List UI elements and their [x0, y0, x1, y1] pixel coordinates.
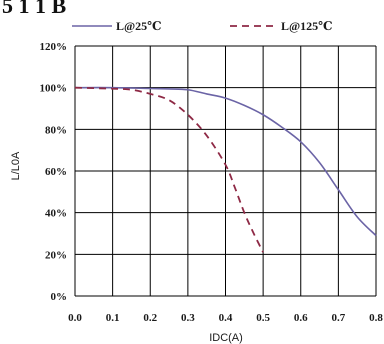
y-tick-label: 120%	[40, 41, 68, 53]
series-line-1	[74, 86, 377, 237]
x-tick-label: 0.0	[68, 312, 82, 324]
y-tick-label: 60%	[45, 166, 67, 178]
tick-labels: 0.0 0.1 0.2 0.3 0.4 0.5 0.6 0.7 0.8 0% 20% 40% 60% 80…	[40, 41, 384, 324]
x-tick-label: 0.7	[332, 312, 346, 324]
y-tick-label: 0%	[51, 291, 68, 303]
x-tick-label: 0.2	[143, 312, 157, 324]
series-line-2	[74, 86, 264, 253]
x-tick-label: 0.4	[219, 312, 233, 324]
x-tick-label: 0.6	[294, 312, 308, 324]
legend-label-series-1: L@25℃	[116, 19, 162, 33]
x-axis-label: IDC(A)	[209, 332, 243, 344]
y-tick-label: 100%	[40, 83, 68, 95]
y-axis-label: L/L0A	[10, 151, 22, 180]
y-tick-label: 20%	[45, 249, 67, 261]
y-tick-label: 40%	[45, 208, 67, 220]
x-tick-label: 0.8	[369, 312, 383, 324]
grid	[74, 45, 377, 297]
series-layer	[74, 86, 377, 253]
x-tick-label: 0.5	[256, 312, 270, 324]
legend-label-series-2: L@125℃	[281, 19, 333, 33]
legend: L@25℃ L@125℃	[72, 19, 333, 33]
x-tick-label: 0.3	[181, 312, 195, 324]
y-tick-label: 80%	[45, 124, 67, 136]
x-tick-label: 0.1	[106, 312, 120, 324]
title-fragment: 5 1 1 B	[2, 0, 67, 18]
